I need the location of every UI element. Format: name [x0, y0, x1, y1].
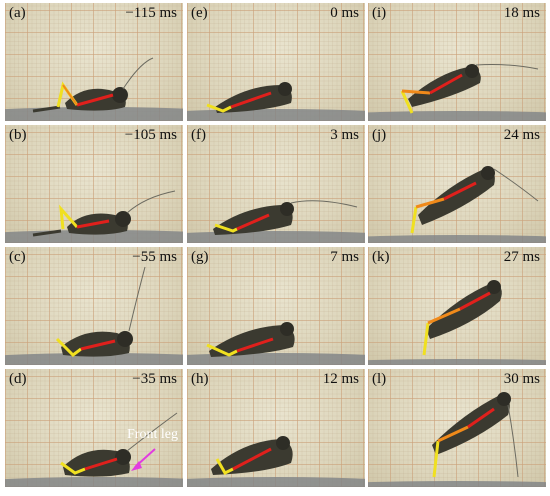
panel-label: (j)	[372, 127, 387, 143]
panel-time: −115 ms	[125, 5, 177, 21]
cricket-scene	[5, 266, 183, 365]
panel-i: (i) 18 ms	[368, 3, 546, 121]
panel-label: (i)	[372, 5, 387, 21]
cricket-scene	[187, 436, 365, 487]
panel-time: 7 ms	[330, 249, 359, 265]
panel-e: (e) 0 ms	[187, 3, 365, 121]
panel-l: (l) 30 ms	[368, 369, 546, 487]
cricket-scene	[368, 280, 546, 365]
panel-label: (h)	[191, 371, 209, 387]
panel-label: (g)	[191, 249, 209, 265]
panel-time: 3 ms	[330, 127, 359, 143]
panel-f: (f) 3 ms	[187, 125, 365, 243]
panel-label: (f)	[191, 127, 206, 143]
panel-time: 24 ms	[503, 127, 540, 143]
cricket-scene	[368, 166, 546, 243]
cricket-scene	[368, 64, 546, 121]
panel-time: 12 ms	[322, 371, 359, 387]
panel-label: (c)	[9, 249, 26, 265]
panel-time: 30 ms	[503, 371, 540, 387]
cricket-scene	[187, 200, 365, 243]
panel-a: (a) −115 ms	[5, 3, 183, 121]
panel-d: (d) −35 ms Front leg	[5, 369, 183, 487]
panel-j: (j) 24 ms	[368, 125, 546, 243]
cricket-scene	[5, 57, 183, 121]
panel-label: (b)	[9, 127, 27, 143]
panel-b: (b) −105 ms	[5, 125, 183, 243]
panel-label: (a)	[9, 5, 26, 21]
cricket-scene	[187, 82, 365, 121]
grid-paper-background	[368, 3, 546, 121]
panel-label: (d)	[9, 371, 27, 387]
panel-time: 18 ms	[503, 5, 540, 21]
panel-time: −35 ms	[132, 371, 177, 387]
panel-h: (h) 12 ms	[187, 369, 365, 487]
panel-time: 0 ms	[330, 5, 359, 21]
panel-label: (e)	[191, 5, 208, 21]
cricket-scene	[5, 412, 183, 487]
cricket-scene	[187, 322, 365, 365]
panel-time: 27 ms	[503, 249, 540, 265]
cricket-scene	[368, 392, 546, 487]
panel-time: −55 ms	[132, 249, 177, 265]
cricket-scene	[5, 190, 183, 243]
panel-label: (k)	[372, 249, 390, 265]
panel-time: −105 ms	[124, 127, 177, 143]
panel-label: (l)	[372, 371, 387, 387]
front-leg-annotation: Front leg	[127, 427, 178, 442]
panel-c: (c) −55 ms	[5, 247, 183, 365]
panel-k: (k) 27 ms	[368, 247, 546, 365]
panel-g: (g) 7 ms	[187, 247, 365, 365]
